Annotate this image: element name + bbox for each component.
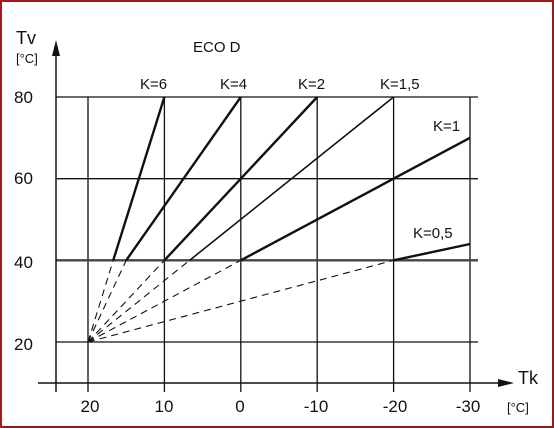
y-axis-unit: [°C] bbox=[16, 51, 38, 66]
series-label-k6: K=6 bbox=[140, 76, 167, 93]
grid bbox=[56, 96, 478, 392]
series-label-k15: K=1,5 bbox=[380, 76, 420, 93]
chart-title: ECO D bbox=[193, 39, 241, 56]
x-tick-label: -10 bbox=[304, 397, 329, 416]
y-axis-arrow bbox=[52, 40, 60, 56]
dashed-guide-line bbox=[87, 259, 394, 343]
series-lines bbox=[112, 96, 471, 262]
x-tick-label: 10 bbox=[155, 397, 174, 416]
x-tick-label: -20 bbox=[383, 397, 408, 416]
dashed-guide-line bbox=[87, 259, 165, 343]
dashed-guide-line bbox=[87, 260, 127, 343]
series-line bbox=[163, 96, 319, 262]
series-line bbox=[240, 136, 471, 262]
dashed-guides bbox=[87, 259, 394, 343]
series-label-k1: K=1 bbox=[433, 118, 460, 135]
series-line bbox=[112, 96, 166, 261]
x-axis-label: Tk bbox=[518, 368, 539, 388]
y-tick-label: 60 bbox=[14, 169, 33, 188]
x-tick-label: 20 bbox=[81, 397, 100, 416]
series-line bbox=[189, 96, 395, 261]
x-tick-label: 0 bbox=[235, 397, 244, 416]
series-line bbox=[125, 96, 242, 262]
y-tick-label: 40 bbox=[14, 253, 33, 272]
series-line bbox=[393, 242, 471, 262]
series-label-k05: K=0,5 bbox=[413, 225, 453, 242]
dashed-guide-line bbox=[87, 259, 190, 343]
axes bbox=[38, 40, 514, 392]
series-label-k4: K=4 bbox=[220, 76, 247, 93]
dashed-guide-line bbox=[87, 259, 242, 343]
y-axis-label: Tv bbox=[16, 28, 36, 48]
x-tick-label: -30 bbox=[456, 397, 481, 416]
y-tick-label: 20 bbox=[14, 335, 33, 354]
x-axis-arrow bbox=[498, 379, 514, 387]
dashed-guide-line bbox=[87, 260, 114, 343]
x-axis-unit: [°C] bbox=[507, 400, 529, 415]
y-tick-label: 80 bbox=[14, 88, 33, 107]
series-label-k2: K=2 bbox=[298, 76, 325, 93]
